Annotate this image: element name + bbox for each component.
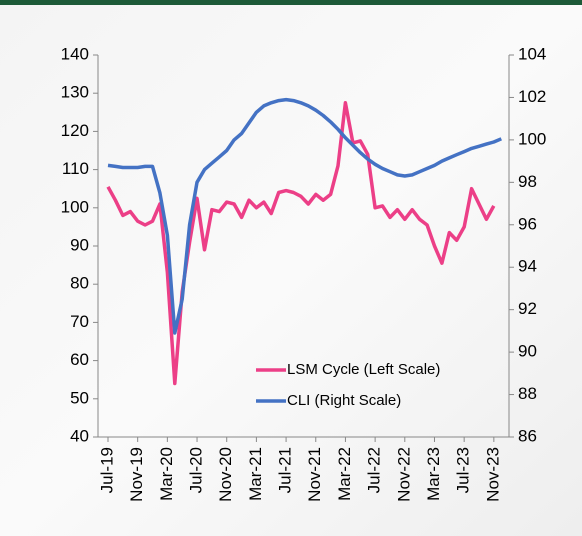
x-tick-label: Mar-23 bbox=[424, 447, 443, 501]
x-tick-label: Nov-20 bbox=[216, 447, 235, 502]
x-tick-label: Nov-21 bbox=[305, 447, 324, 502]
y2-tick-label: 86 bbox=[518, 426, 537, 445]
top-bar bbox=[0, 0, 582, 5]
legend-label: LSM Cycle (Left Scale) bbox=[287, 361, 440, 378]
x-tick-label: Nov-19 bbox=[127, 447, 146, 502]
y2-tick-label: 90 bbox=[518, 342, 537, 361]
x-tick-label: Jul-20 bbox=[187, 447, 206, 493]
x-tick-label: Mar-22 bbox=[335, 447, 354, 501]
series-line bbox=[107, 97, 502, 335]
y-tick-label: 80 bbox=[70, 274, 89, 293]
y-tick-label: 120 bbox=[61, 121, 89, 140]
y-tick-label: 90 bbox=[70, 235, 89, 254]
y2-tick-label: 88 bbox=[518, 384, 537, 403]
x-tick-label: Mar-21 bbox=[246, 447, 265, 501]
y-tick-label: 140 bbox=[61, 44, 89, 63]
x-tick-label: Nov-23 bbox=[483, 447, 502, 502]
y-tick-label: 100 bbox=[61, 197, 89, 216]
y2-tick-label: 98 bbox=[518, 172, 537, 191]
y2-tick-label: 94 bbox=[518, 257, 537, 276]
legend-label: CLI (Right Scale) bbox=[287, 392, 401, 409]
y-tick-label: 60 bbox=[70, 350, 89, 369]
y2-tick-label: 100 bbox=[518, 129, 546, 148]
y2-tick-label: 104 bbox=[518, 44, 546, 63]
y-tick-label: 110 bbox=[62, 159, 89, 178]
x-tick-label: Mar-20 bbox=[157, 447, 176, 501]
y-tick-label: 130 bbox=[61, 83, 89, 102]
y-tick-label: 70 bbox=[70, 312, 89, 331]
x-tick-label: Jul-23 bbox=[454, 447, 473, 493]
y-tick-label: 40 bbox=[70, 426, 89, 445]
y-tick-label: 50 bbox=[70, 388, 89, 407]
y2-tick-label: 96 bbox=[518, 214, 537, 233]
x-tick-label: Jul-21 bbox=[276, 447, 295, 493]
y2-tick-label: 92 bbox=[518, 299, 537, 318]
x-tick-label: Jul-22 bbox=[365, 447, 384, 493]
y2-tick-label: 102 bbox=[518, 87, 546, 106]
x-tick-label: Nov-22 bbox=[394, 447, 413, 502]
series-line bbox=[106, 101, 496, 386]
x-tick-label: Jul-19 bbox=[97, 447, 116, 493]
